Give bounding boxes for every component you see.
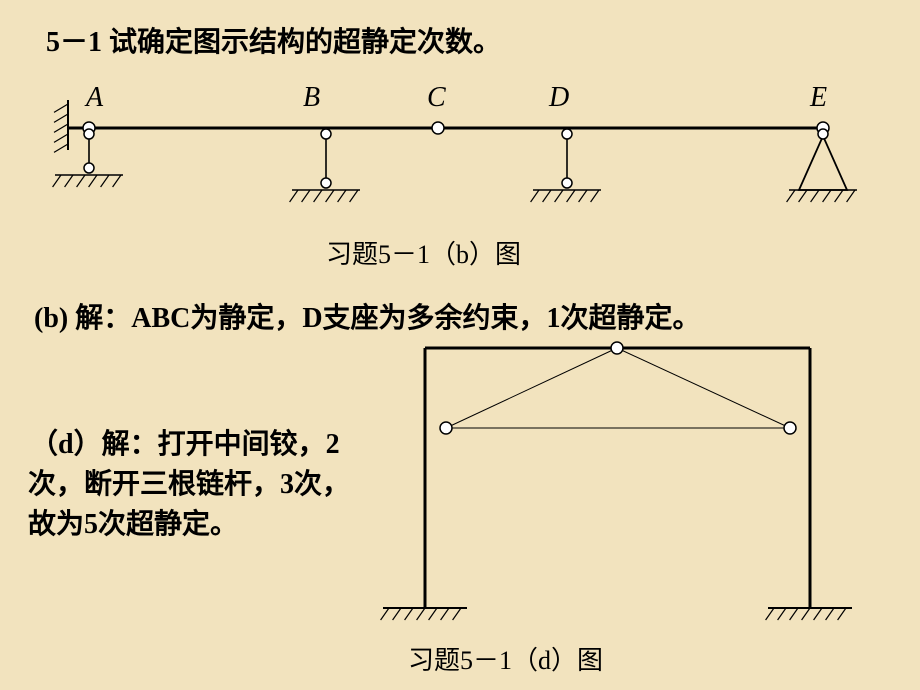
caption-b: 习题5－1（b）图 bbox=[326, 234, 521, 271]
solution-d-line3: 故为5次超静定。 bbox=[28, 502, 238, 542]
problem-title: 5－1 试确定图示结构的超静定次数。 bbox=[46, 20, 501, 60]
page-root: 5－1 试确定图示结构的超静定次数。 A B C D E 习题5－1（b）图 (… bbox=[0, 0, 920, 690]
node-label-E: E bbox=[810, 82, 827, 114]
node-label-D: D bbox=[549, 82, 569, 114]
node-label-C: C bbox=[427, 82, 446, 114]
diagrams-svg bbox=[0, 0, 920, 690]
solution-d-line1: （d）解：打开中间铰，2 bbox=[30, 422, 340, 462]
caption-d: 习题5－1（d）图 bbox=[408, 640, 603, 677]
node-label-A: A bbox=[86, 82, 103, 114]
solution-d-line2: 次，断开三根链杆，3次， bbox=[28, 462, 350, 502]
node-label-B: B bbox=[303, 82, 320, 114]
solution-b: (b) 解：ABC为静定，D支座为多余约束，1次超静定。 bbox=[34, 296, 701, 336]
